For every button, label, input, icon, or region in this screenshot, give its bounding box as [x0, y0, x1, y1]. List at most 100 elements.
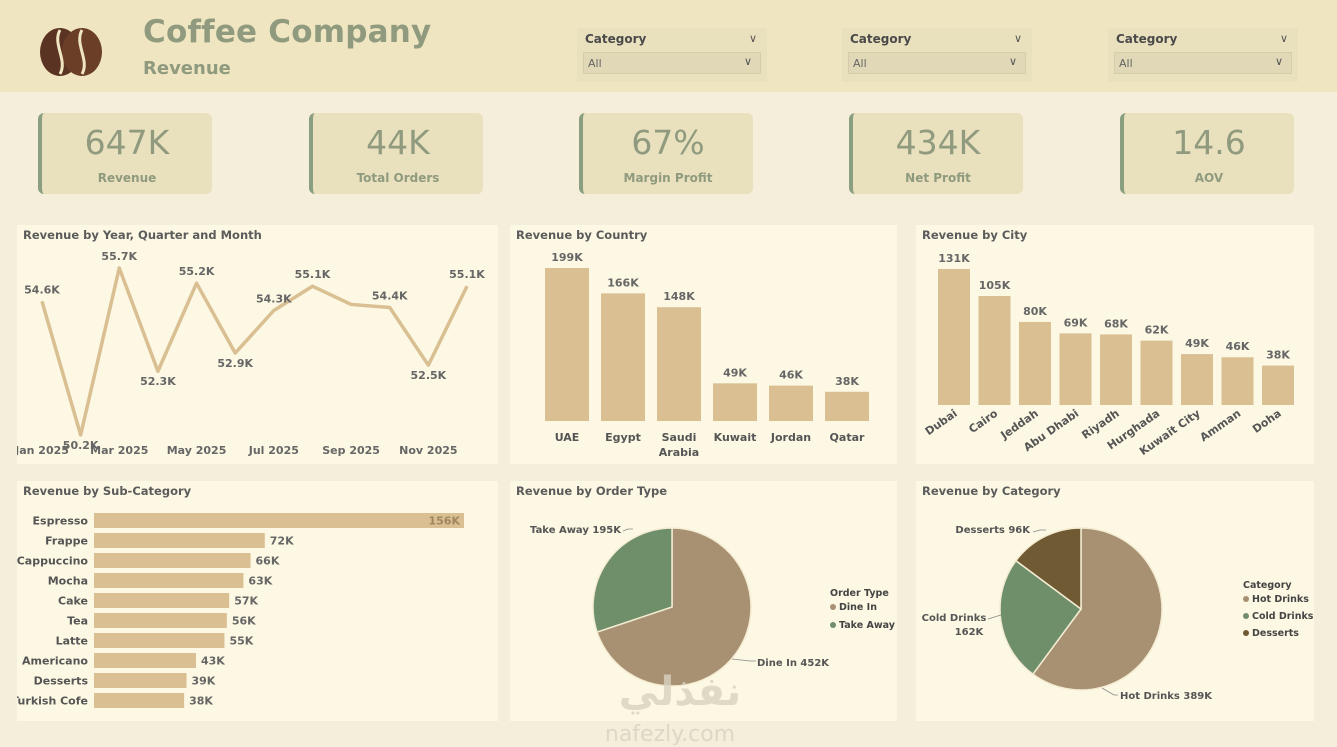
slicer-dropdown[interactable]: All ∨	[583, 52, 761, 74]
data-label: 68K	[1104, 317, 1128, 330]
leader-line	[1032, 529, 1046, 533]
kpi-value: 44K	[366, 123, 430, 162]
slicer-value: All	[588, 57, 602, 70]
legend-label: Dine In	[839, 602, 877, 613]
kpi-label: Margin Profit	[623, 171, 713, 185]
x-tick-label: Qatar	[830, 431, 865, 444]
bar	[94, 673, 187, 688]
data-label: Desserts 96K	[955, 525, 1031, 536]
chevron-down-icon[interactable]: ∨	[748, 32, 757, 45]
chart-title: Revenue by Order Type	[516, 484, 668, 498]
chevron-down-icon[interactable]: ∨	[1274, 55, 1283, 68]
leader-line	[622, 528, 633, 532]
x-tick-label: May 2025	[167, 444, 227, 457]
x-tick-label: Amman	[1198, 407, 1244, 444]
category-slicer-1[interactable]: Category ∨ All ∨	[577, 28, 767, 82]
legend-title: Order Type	[830, 588, 889, 599]
bar	[94, 573, 244, 588]
x-tick-label: Cairo	[966, 407, 1000, 436]
kpi-label: Total Orders	[356, 171, 440, 185]
leader-line	[1101, 687, 1118, 696]
x-tick-label: Doha	[1250, 407, 1284, 436]
chevron-down-icon[interactable]: ∨	[1279, 32, 1288, 45]
line-chart-panel: Revenue by Year, Quarter and Month 54.6K…	[17, 225, 498, 464]
kpi-label: AOV	[1194, 171, 1224, 185]
x-tick-label: Dubai	[923, 407, 960, 438]
data-label: Hot Drinks 389K	[1120, 691, 1213, 702]
kpi-net-profit: 434K Net Profit	[849, 113, 1023, 194]
y-tick-label: Cappuccino	[17, 555, 88, 568]
y-tick-label: Latte	[56, 635, 88, 648]
bar	[1262, 365, 1294, 405]
category-slicer-3[interactable]: Category ∨ All ∨	[1108, 28, 1298, 82]
slicer-dropdown[interactable]: All ∨	[848, 52, 1026, 74]
x-tick-label: Jul 2025	[248, 444, 299, 457]
y-tick-label: Turkish Cofe	[17, 695, 88, 708]
data-point	[311, 285, 313, 287]
chart-title: Revenue by Country	[516, 228, 648, 242]
kpi-value: 434K	[895, 123, 981, 162]
data-label: 148K	[663, 290, 695, 303]
x-tick-label: Mar 2025	[90, 444, 148, 457]
legend-marker	[1243, 596, 1249, 602]
chevron-down-icon[interactable]: ∨	[1013, 32, 1022, 45]
category-slicer-2[interactable]: Category ∨ All ∨	[842, 28, 1032, 82]
header-bar: Coffee Company Revenue Category ∨ All ∨ …	[0, 0, 1337, 92]
bar	[825, 391, 869, 421]
legend-label: Take Away	[839, 620, 896, 631]
data-label: 199K	[551, 251, 583, 264]
data-point	[234, 352, 236, 354]
chevron-down-icon[interactable]: ∨	[743, 55, 752, 68]
y-tick-label: Desserts	[34, 675, 89, 688]
subcategory-chart-panel: Revenue by Sub-Category Espresso 156K Frap…	[17, 481, 498, 721]
data-label: 39K	[192, 675, 216, 688]
slicer-dropdown[interactable]: All ∨	[1114, 52, 1292, 74]
data-label: 105K	[979, 279, 1011, 292]
y-tick-label: Cake	[58, 595, 88, 608]
kpi-label: Revenue	[97, 171, 157, 185]
x-tick-label: UAE	[555, 431, 580, 444]
bar	[601, 293, 645, 421]
watermark: نفذلي nafezly.com	[605, 669, 741, 745]
data-point	[350, 303, 352, 305]
data-label: 162K	[955, 627, 985, 638]
data-label: 166K	[607, 276, 639, 289]
legend-marker	[1243, 613, 1249, 619]
chevron-down-icon[interactable]: ∨	[1008, 55, 1017, 68]
x-tick-label: Saudi	[662, 431, 697, 444]
subcategory-bar-chart: Espresso 156K Frappe 72K Cappuccino 66K Mocha 6…	[17, 513, 464, 708]
legend-label: Cold Drinks	[1252, 611, 1314, 622]
bar	[94, 613, 227, 628]
legend-marker	[1243, 630, 1249, 636]
y-tick-label: Tea	[67, 615, 88, 628]
leader-line	[731, 658, 756, 662]
pie-slice	[1031, 527, 1163, 691]
slicer-label: Category	[1116, 32, 1178, 46]
x-tick-label: Jordan	[770, 431, 811, 444]
x-tick-label: Sep 2025	[322, 444, 380, 457]
kpi-aov: 14.6 AOV	[1120, 113, 1294, 194]
y-tick-label: Americano	[22, 655, 88, 668]
data-label: 56K	[232, 615, 256, 628]
y-tick-label: Frappe	[45, 535, 88, 548]
bar	[1100, 334, 1132, 405]
country-chart-panel: Revenue by Country 199K UAE 166K Egypt 148K S…	[510, 225, 897, 464]
legend-title: Category	[1243, 580, 1292, 591]
x-tick-label: Kuwait	[714, 431, 757, 444]
bar	[94, 553, 251, 568]
ordertype-chart-panel: Revenue by Order Type Dine In 452K Take A…	[510, 481, 897, 721]
data-label: 55.1K	[449, 268, 485, 281]
data-label: 46K	[1226, 340, 1250, 353]
leader-line	[987, 614, 1002, 620]
bar	[1140, 340, 1173, 405]
bar	[978, 295, 1011, 405]
data-label: 62K	[1145, 324, 1169, 337]
country-bar-chart: 199K UAE 166K Egypt 148K Saudi Arabia 49K Kuwait…	[545, 251, 869, 459]
data-label: 80K	[1023, 305, 1047, 318]
bar	[713, 383, 757, 421]
bar	[94, 653, 196, 668]
data-label: 43K	[201, 655, 225, 668]
kpi-total-orders: 44K Total Orders	[309, 113, 483, 194]
data-label: 54.4K	[372, 289, 408, 302]
data-point	[80, 434, 82, 436]
